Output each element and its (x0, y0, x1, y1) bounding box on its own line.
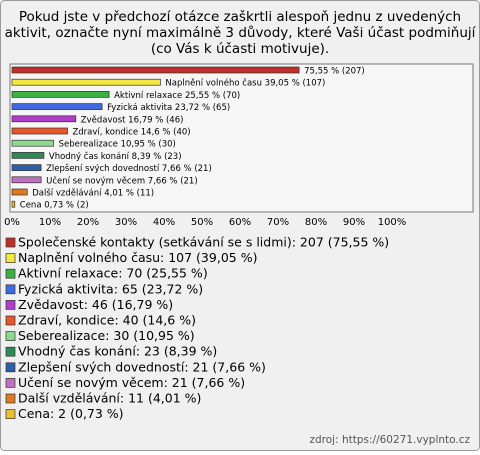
chart-title: aktivit, označte nyní maximálně 3 důvody… (5, 25, 477, 41)
bar (11, 176, 42, 184)
legend-label: Naplnění volného času: 107 (39,05 %) (18, 250, 257, 265)
value-label: Další vzdělávání 4,01 % (11) (32, 188, 154, 199)
value-label: Zvědavost 16,79 % (46) (81, 115, 184, 125)
bar (11, 188, 28, 196)
value-label: Učení se novým věcem 7,66 % (21) (46, 175, 198, 186)
value-label: Fyzická aktivita 23,72 % (65) (107, 103, 230, 113)
chart-title: Pokud jste v předchozí otázce zaškrtli a… (19, 9, 461, 25)
legend-label: Učení se novým věcem: 21 (7,66 %) (18, 375, 245, 390)
value-label: Vhodný čas konání 8,39 % (23) (49, 151, 182, 162)
legend-swatch (5, 253, 16, 263)
legend-swatch (5, 331, 16, 341)
legend-swatch (5, 268, 16, 279)
legend-label: Seberealizace: 30 (10,95 %) (18, 328, 195, 343)
bar (11, 115, 77, 123)
value-label: Naplnění volného času 39,05 % (107) (165, 78, 325, 89)
plot-area (9, 63, 474, 213)
bar (11, 164, 42, 171)
x-tick-label: 70% (267, 217, 289, 228)
x-tick-label: 80% (305, 217, 327, 228)
x-tick-label: 60% (229, 217, 251, 228)
legend-swatch (5, 362, 16, 373)
x-tick-label: 30% (115, 217, 137, 228)
value-label: Zdraví, kondice 14,6 % (40) (72, 128, 190, 138)
legend-label: Další vzdělávání: 11 (4,01 %) (18, 391, 201, 406)
x-tick-label: 0% (4, 217, 20, 228)
bar (11, 91, 110, 98)
legend-swatch (5, 409, 16, 419)
legend-label: Fyzická aktivita: 65 (23,72 %) (18, 281, 203, 296)
source: zdroj: https://60271.vyplnto.cz (310, 434, 471, 446)
bar (11, 200, 16, 208)
bar (11, 152, 45, 159)
legend-label: Zdraví, kondice: 40 (14,6 %) (18, 313, 196, 328)
legend-label: Společenské kontakty (setkávání se s lid… (18, 235, 389, 250)
x-tick-label: 10% (39, 217, 61, 228)
legend-swatch (5, 237, 16, 248)
bar (11, 139, 54, 147)
value-label: Aktivní relaxace 25,55 % (70) (114, 91, 240, 101)
legend-swatch (5, 284, 16, 295)
legend-swatch (5, 378, 16, 388)
bar (11, 127, 68, 135)
legend-swatch (5, 393, 16, 404)
x-tick-label: 40% (153, 217, 175, 228)
x-tick-label: 100% (378, 217, 407, 228)
legend-label: Cena: 2 (0,73 %) (18, 406, 124, 421)
bar (11, 103, 103, 110)
x-tick-label: 90% (343, 217, 365, 228)
value-label: Zlepšení svých dovedností 7,66 % (21) (46, 163, 212, 174)
bar (11, 78, 161, 86)
x-tick-label: 20% (77, 217, 99, 228)
bar (11, 66, 300, 74)
value-label: Seberealizace 10,95 % (30) (59, 140, 176, 150)
legend-label: Zlepšení svých dovedností: 21 (7,66 %) (18, 359, 266, 374)
legend-label: Vhodný čas konání: 23 (8,39 %) (18, 344, 217, 359)
legend-swatch (5, 300, 16, 310)
chart-title: (co Vás k účasti motivuje). (151, 41, 329, 57)
legend-swatch (5, 315, 16, 326)
value-label: Cena 0,73 % (2) (20, 201, 89, 211)
value-label: 75,55 % (207) (304, 67, 365, 77)
legend-label: Aktivní relaxace: 70 (25,55 %) (18, 266, 208, 281)
legend-swatch (5, 346, 16, 357)
legend-label: Zvědavost: 46 (16,79 %) (18, 297, 173, 312)
x-tick-label: 50% (191, 217, 213, 228)
